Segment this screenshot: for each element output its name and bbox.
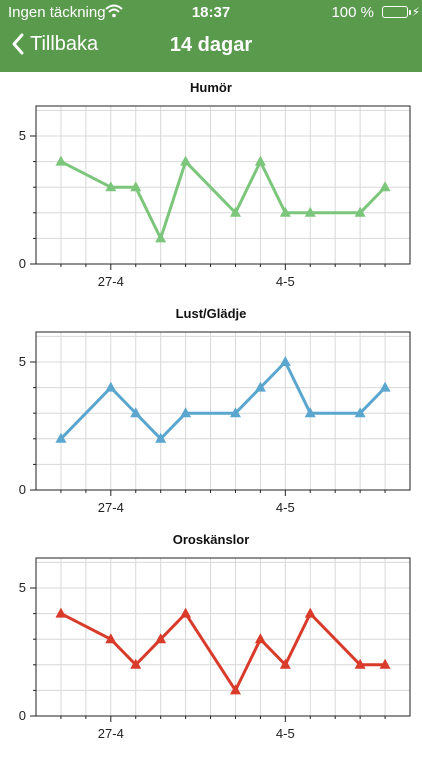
x-tick-label: 27-4 <box>98 500 124 515</box>
page-title: 14 dagar <box>169 34 253 56</box>
data-point <box>379 381 391 392</box>
data-point <box>155 633 167 644</box>
data-point <box>130 658 142 669</box>
data-point <box>304 607 316 618</box>
humor-line-chart: 27-4 4-5 0 5 <box>19 105 411 289</box>
data-point <box>354 206 366 217</box>
navigation-bar: Tillbaka 14 dagar <box>0 24 422 72</box>
data-point <box>279 658 291 669</box>
chevron-left-icon <box>12 33 24 55</box>
battery-cap <box>409 10 411 15</box>
oroskanslor-line-chart: 27-4 4-5 0 5 <box>19 557 411 741</box>
x-tick-label: 27-4 <box>98 726 124 741</box>
data-point <box>279 206 291 217</box>
back-label: Tillbaka <box>30 32 99 55</box>
data-point <box>229 407 241 418</box>
y-tick-label: 5 <box>19 354 26 369</box>
back-button[interactable]: Tillbaka <box>10 32 98 56</box>
app-header: Ingen täckning 18:37 100 % ⚡ Tillbaka 14… <box>0 0 422 72</box>
data-point <box>254 381 266 392</box>
data-point <box>229 684 241 695</box>
data-point <box>105 633 117 644</box>
data-point <box>155 432 167 443</box>
data-point <box>130 407 142 418</box>
data-point <box>304 206 316 217</box>
data-point <box>304 407 316 418</box>
data-point <box>105 381 117 392</box>
data-point <box>254 633 266 644</box>
y-tick-label: 0 <box>19 482 26 497</box>
plot-frame <box>35 105 411 265</box>
y-tick-label: 5 <box>19 580 26 595</box>
y-tick-label: 0 <box>19 256 26 271</box>
chart-humor: Humör 27-4 4-5 0 5 <box>0 80 422 306</box>
carrier-label: Ingen täckning <box>8 4 106 21</box>
data-point <box>155 232 167 243</box>
data-point <box>180 155 192 166</box>
x-tick-label: 4-5 <box>276 274 295 289</box>
data-point <box>354 658 366 669</box>
data-point <box>279 356 291 366</box>
data-point <box>130 181 142 192</box>
x-tick-label: 27-4 <box>98 274 124 289</box>
data-point <box>379 658 391 669</box>
x-tick-label: 4-5 <box>276 500 295 515</box>
chart-title: Humör <box>190 80 232 95</box>
data-point <box>55 432 67 443</box>
series-line <box>60 160 387 240</box>
plot-frame <box>35 557 411 717</box>
data-point <box>55 607 67 618</box>
status-bar: Ingen täckning 18:37 100 % ⚡ <box>0 0 422 24</box>
data-point <box>180 407 192 418</box>
data-point <box>105 181 117 192</box>
battery-icon <box>382 6 408 18</box>
data-point <box>180 607 192 618</box>
status-time: 18:37 <box>191 4 231 21</box>
x-tick-label: 4-5 <box>276 726 295 741</box>
charging-icon: ⚡ <box>411 5 420 19</box>
plot-frame <box>35 331 411 491</box>
data-point <box>354 407 366 418</box>
y-tick-label: 0 <box>19 708 26 723</box>
wifi-icon <box>105 4 123 22</box>
series-line <box>60 612 386 692</box>
data-point <box>379 181 391 192</box>
data-point <box>55 155 67 166</box>
chart-lust-gladje: Lust/Glädje 27-4 4-5 0 5 <box>0 306 422 532</box>
data-point <box>254 155 266 166</box>
chart-title: Oroskänslor <box>172 532 250 547</box>
data-point <box>229 206 241 217</box>
chart-oroskanslor: Oroskänslor 27-4 4-5 0 5 <box>0 532 422 758</box>
lust-gladje-line-chart: 27-4 4-5 0 5 <box>19 331 411 515</box>
y-tick-label: 5 <box>19 128 26 143</box>
series-line <box>59 360 387 441</box>
battery-percentage: 100 % <box>331 4 374 21</box>
chart-title: Lust/Glädje <box>175 306 247 321</box>
